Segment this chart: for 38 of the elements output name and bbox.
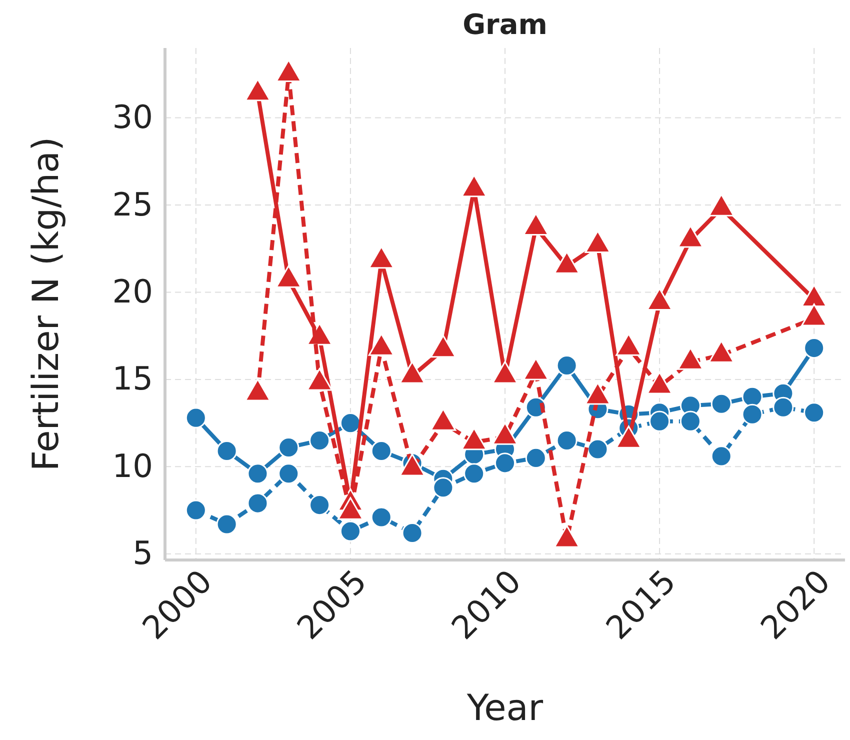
point	[278, 436, 300, 458]
point	[587, 438, 608, 460]
chart-title: Gram	[462, 8, 548, 41]
y-tick-label: 25	[112, 185, 153, 224]
point	[804, 402, 825, 424]
point	[309, 494, 330, 516]
point	[340, 520, 361, 542]
point	[340, 412, 361, 434]
point	[247, 463, 268, 484]
point	[185, 407, 206, 428]
point	[185, 500, 206, 521]
y-tick-label: 15	[112, 360, 153, 398]
point	[216, 514, 238, 535]
y-tick-label: 10	[112, 446, 153, 485]
point	[556, 430, 578, 452]
point	[309, 430, 330, 452]
point	[742, 404, 763, 425]
point	[432, 477, 454, 498]
point	[464, 463, 485, 484]
x-axis-title: Year	[466, 688, 544, 729]
point	[680, 410, 701, 432]
point	[370, 440, 392, 462]
y-tick-label: 5	[132, 534, 153, 572]
point	[494, 452, 516, 474]
y-axis-title: Fertilizer N (kg/ha)	[26, 136, 67, 472]
point	[216, 440, 238, 462]
point	[370, 506, 392, 528]
y-tick-label: 30	[112, 98, 153, 136]
point	[649, 410, 670, 432]
y-tick-label: 20	[112, 272, 153, 310]
point	[772, 396, 794, 418]
point	[525, 447, 546, 468]
point	[710, 393, 732, 414]
point	[247, 492, 268, 514]
point	[402, 522, 423, 544]
point	[278, 463, 300, 484]
point	[710, 446, 732, 467]
point	[556, 354, 578, 376]
